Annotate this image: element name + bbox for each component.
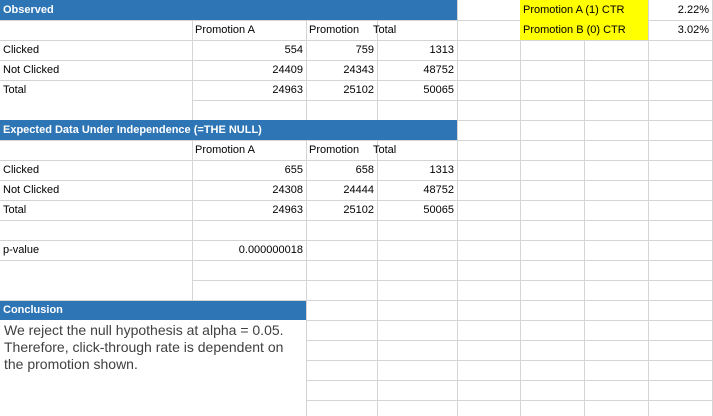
expected-header-total[interactable]: Total xyxy=(373,144,397,156)
ctr-value-a[interactable]: 2.22% xyxy=(677,4,709,16)
blank-merged-area xyxy=(0,100,192,119)
expected-header-promotion-a[interactable]: Promotion A xyxy=(195,144,255,156)
expected-cell-b[interactable]: 24444 xyxy=(343,184,374,196)
pvalue-value[interactable]: 0.000000018 xyxy=(238,244,303,256)
grid-row-line xyxy=(0,360,713,361)
observed-title: Observed xyxy=(0,0,457,20)
grid-col-line xyxy=(377,0,378,416)
observed-cell-a[interactable]: 24963 xyxy=(272,84,303,96)
observed-cell-b[interactable]: 759 xyxy=(355,44,374,56)
expected-cell-a[interactable]: 24308 xyxy=(272,184,303,196)
observed-cell-total[interactable]: 1313 xyxy=(429,44,454,56)
observed-header-promotion-a[interactable]: Promotion A xyxy=(195,24,255,36)
grid-row-line xyxy=(0,260,713,261)
grid-row-line xyxy=(0,100,713,101)
observed-cell-b[interactable]: 25102 xyxy=(343,84,374,96)
grid-row-line xyxy=(0,280,713,281)
grid-row-line xyxy=(0,80,713,81)
expected-row-label[interactable]: Total xyxy=(3,204,27,216)
expected-cell-total[interactable]: 50065 xyxy=(423,204,454,216)
ctr-label-b[interactable]: Promotion B (0) CTR xyxy=(523,24,626,36)
conclusion-title: Conclusion xyxy=(0,301,306,320)
grid-row-line xyxy=(0,400,713,401)
observed-row-label[interactable]: Total xyxy=(3,84,27,96)
expected-cell-total[interactable]: 48752 xyxy=(423,184,454,196)
grid-col-line xyxy=(457,0,458,416)
observed-cell-total[interactable]: 50065 xyxy=(423,84,454,96)
expected-cell-total[interactable]: 1313 xyxy=(429,164,454,176)
expected-row-label[interactable]: Not Clicked xyxy=(3,184,60,196)
grid-row-line xyxy=(0,300,713,301)
grid-row-line xyxy=(0,140,713,141)
grid-row-line xyxy=(0,320,713,321)
grid-row-line xyxy=(0,200,713,201)
observed-cell-b[interactable]: 24343 xyxy=(343,64,374,76)
ctr-highlight xyxy=(520,0,648,20)
expected-title: Expected Data Under Independence (=THE N… xyxy=(0,120,457,140)
ctr-value-b[interactable]: 3.02% xyxy=(677,24,709,36)
grid-row-line xyxy=(0,340,713,341)
grid-row-line xyxy=(0,160,713,161)
observed-cell-total[interactable]: 48752 xyxy=(423,64,454,76)
observed-header-total[interactable]: Total xyxy=(373,24,397,36)
grid-col-line xyxy=(306,0,307,416)
observed-row-label[interactable]: Clicked xyxy=(3,44,40,56)
grid-row-line xyxy=(0,220,713,221)
observed-row-label[interactable]: Not Clicked xyxy=(3,64,60,76)
grid-row-line xyxy=(0,40,713,41)
observed-header-promotion[interactable]: Promotion xyxy=(309,24,360,36)
ctr-label-a[interactable]: Promotion A (1) CTR xyxy=(523,4,625,16)
grid-row-line xyxy=(0,60,713,61)
expected-cell-a[interactable]: 655 xyxy=(284,164,303,176)
conclusion-text[interactable]: We reject the null hypothesis at alpha =… xyxy=(0,320,306,416)
grid-row-line xyxy=(0,20,713,21)
ctr-highlight xyxy=(520,20,648,40)
expected-cell-b[interactable]: 658 xyxy=(355,164,374,176)
blank-merged-area xyxy=(0,261,192,300)
grid-row-line xyxy=(0,240,713,241)
expected-cell-b[interactable]: 25102 xyxy=(343,204,374,216)
observed-cell-a[interactable]: 24409 xyxy=(272,64,303,76)
grid-row-line xyxy=(0,380,713,381)
grid-col-line xyxy=(520,0,521,416)
expected-header-promotion[interactable]: Promotion xyxy=(309,144,360,156)
observed-cell-a[interactable]: 554 xyxy=(284,44,303,56)
pvalue-label[interactable]: p-value xyxy=(3,244,40,256)
grid-col-line xyxy=(584,0,585,416)
grid-col-line xyxy=(192,0,193,416)
grid-col-line xyxy=(648,0,649,416)
expected-row-label[interactable]: Clicked xyxy=(3,164,40,176)
expected-cell-a[interactable]: 24963 xyxy=(272,204,303,216)
grid-row-line xyxy=(0,180,713,181)
